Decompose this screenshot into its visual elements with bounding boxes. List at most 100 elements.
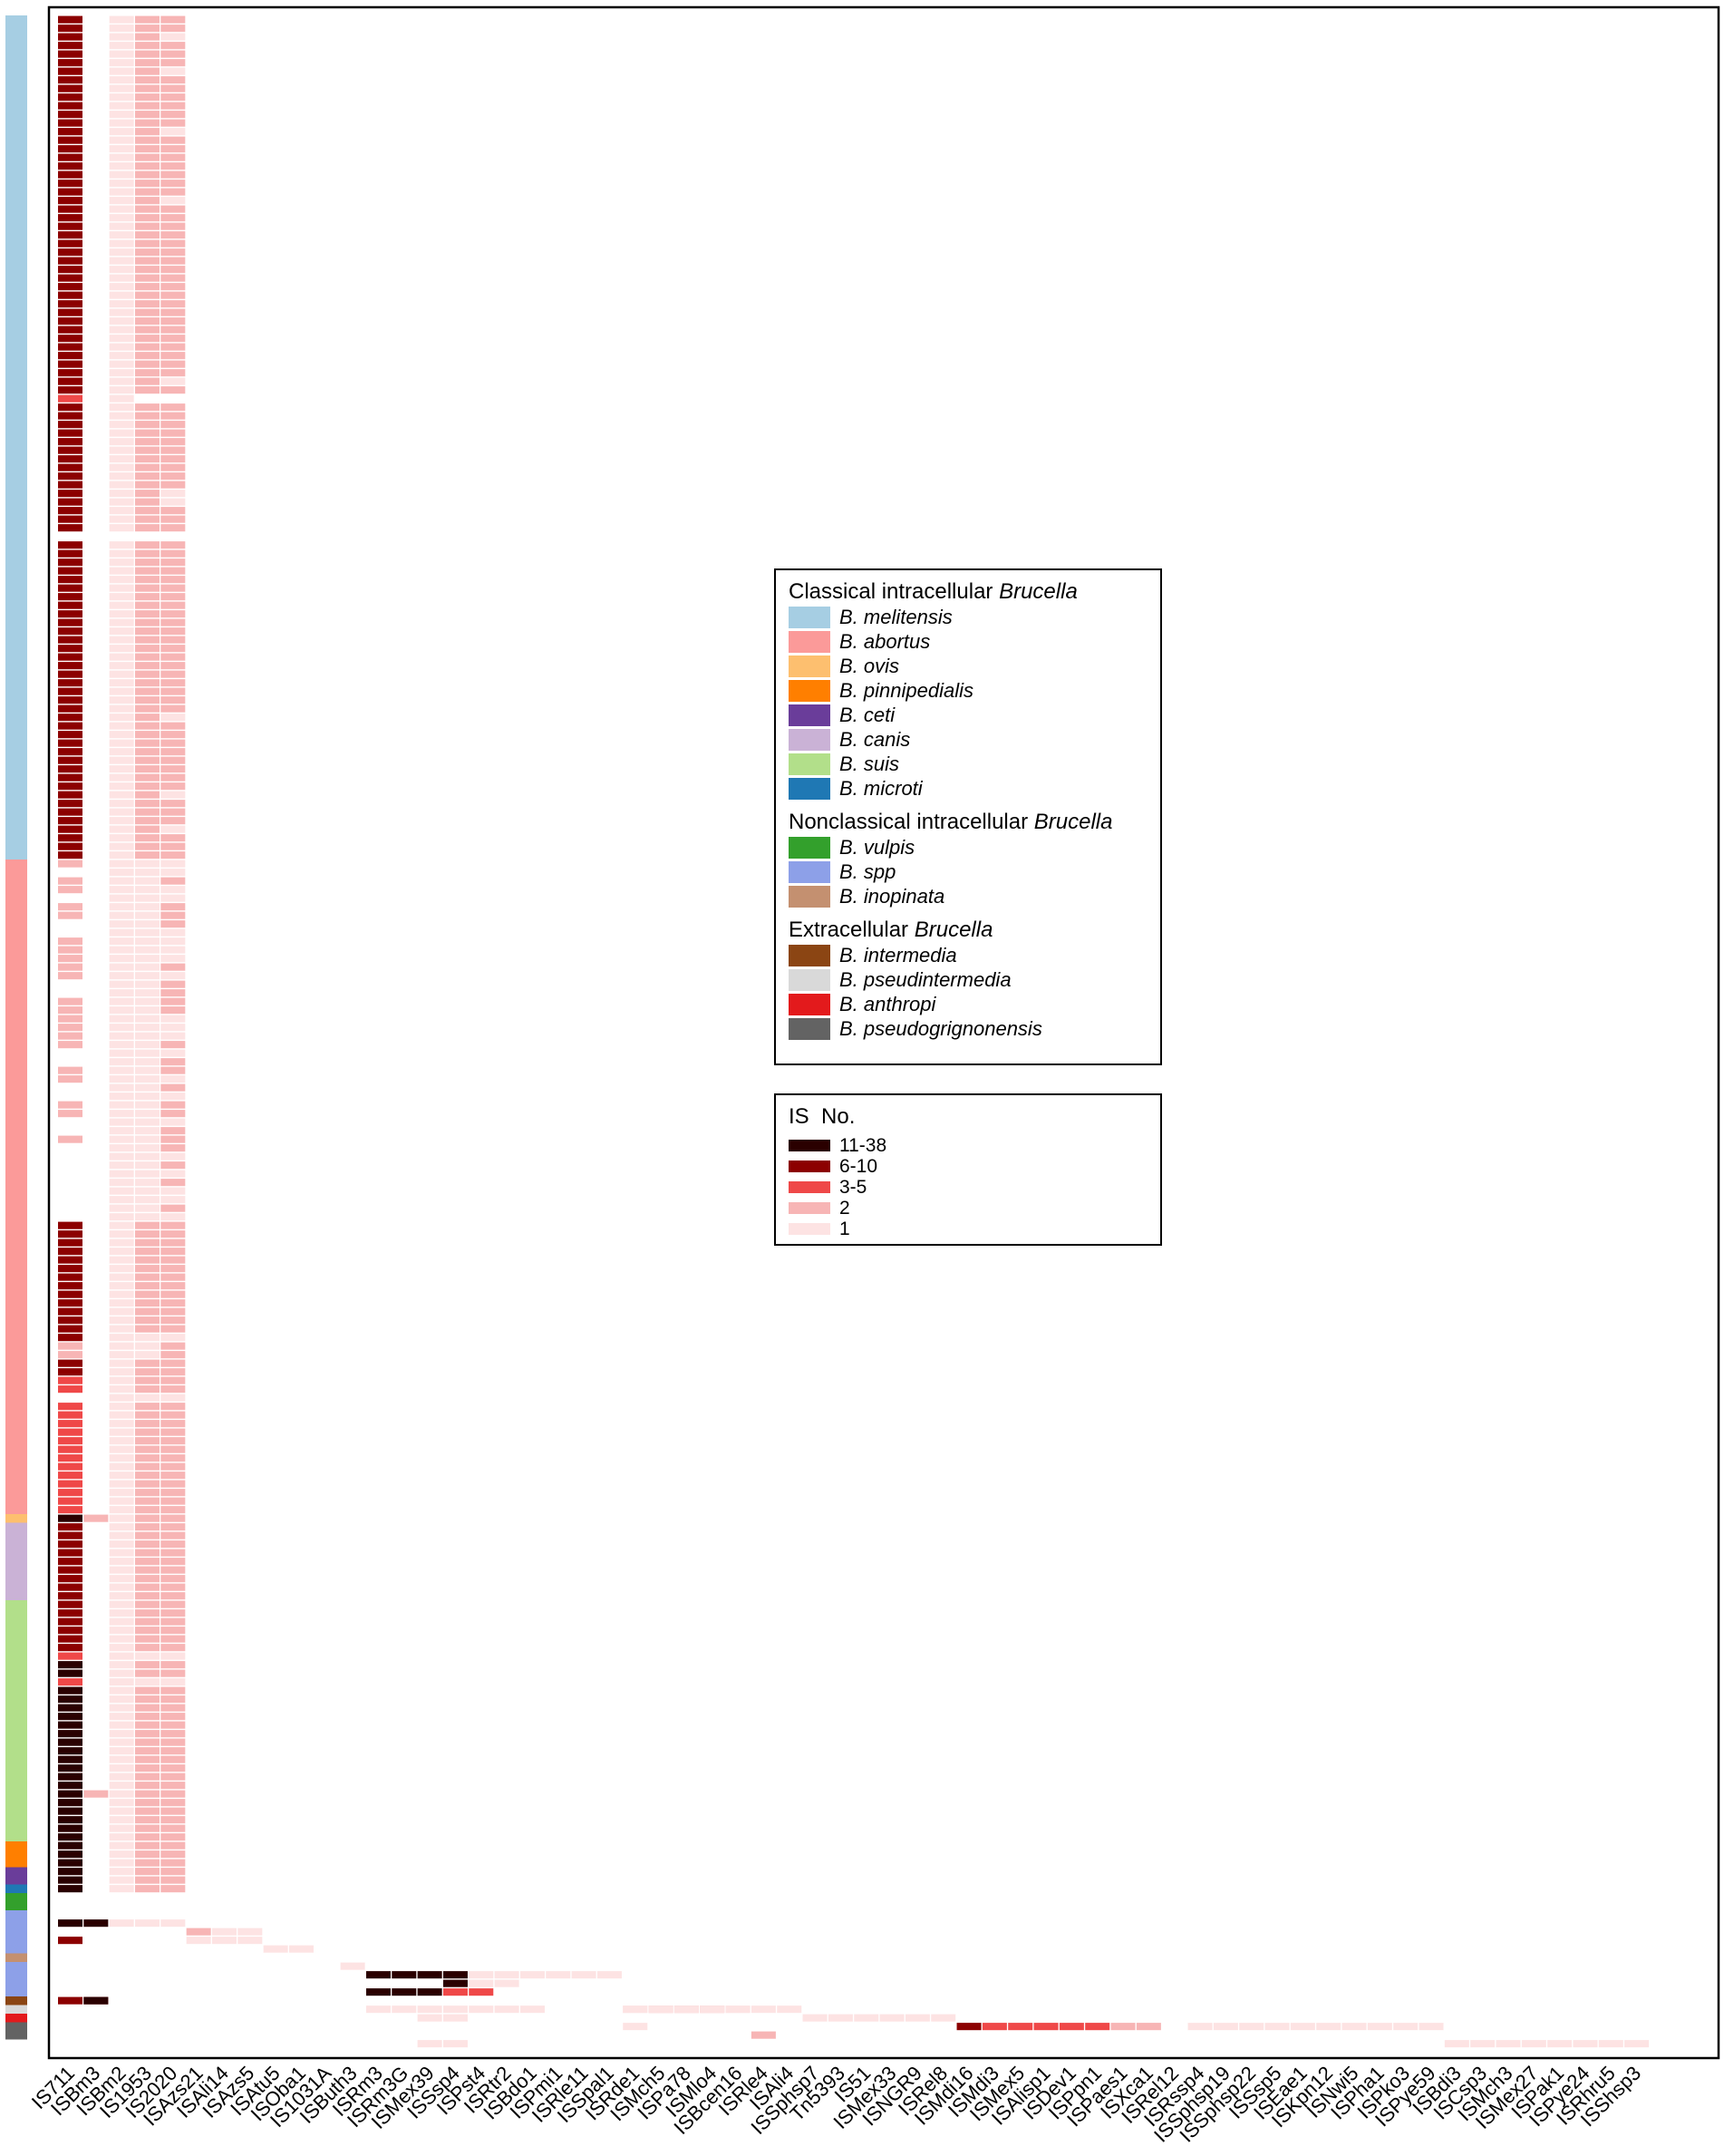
heatmap-cell: [160, 343, 186, 351]
heatmap-cell: [160, 1799, 186, 1807]
heatmap-cell: [109, 317, 134, 325]
heatmap-cell: [134, 1118, 160, 1126]
heatmap-cell: [134, 412, 160, 420]
heatmap-cell: [134, 1041, 160, 1049]
heatmap-cell: [58, 549, 82, 558]
heatmap-cell: [160, 507, 186, 515]
heatmap-cell: [109, 188, 134, 196]
heatmap-cell: [109, 1316, 134, 1325]
heatmap-cell: [956, 2023, 982, 2031]
species-bar-segment: [5, 1910, 27, 1954]
heatmap-cell: [109, 325, 134, 334]
heatmap-cell: [58, 1575, 82, 1583]
heatmap-cell: [58, 1454, 82, 1462]
heatmap-cell: [160, 748, 186, 756]
heatmap-cell: [134, 1841, 160, 1850]
heatmap-cell: [58, 1644, 82, 1652]
legend-label: B. suis: [839, 752, 900, 775]
legend-group-title-genus: Brucella: [999, 579, 1078, 604]
heatmap-cell: [58, 170, 82, 179]
heatmap-cell: [58, 1841, 82, 1850]
heatmap-cell: [58, 1385, 82, 1394]
heatmap-cell: [160, 180, 186, 188]
heatmap-cell: [160, 369, 186, 377]
heatmap-cell: [109, 1480, 134, 1488]
species-bar-segment: [5, 2005, 27, 2014]
heatmap-cell: [134, 1644, 160, 1652]
heatmap-cell: [160, 817, 186, 825]
heatmap-cell: [1419, 2023, 1444, 2031]
heatmap-cell: [109, 541, 134, 549]
heatmap-cell: [58, 317, 82, 325]
heatmap-cell: [1367, 2023, 1392, 2031]
heatmap-cell: [58, 670, 82, 678]
heatmap-cell: [58, 463, 82, 471]
heatmap-cell: [160, 1170, 186, 1178]
legend-label: B. canis: [839, 727, 911, 751]
heatmap-cell: [58, 76, 82, 84]
heatmap-cell: [160, 610, 186, 618]
heatmap-cell: [160, 765, 186, 773]
heatmap-cell: [109, 687, 134, 695]
heatmap-cell: [109, 1144, 134, 1152]
heatmap-cell: [134, 1627, 160, 1635]
heatmap-cell: [160, 842, 186, 850]
heatmap-cell: [442, 2040, 468, 2048]
heatmap-cell: [58, 731, 82, 739]
heatmap-cell: [134, 1093, 160, 1101]
heatmap-cell: [109, 403, 134, 412]
heatmap-cell: [109, 1730, 134, 1738]
species-legend: Classical intracellular Brucella B. melit…: [774, 568, 1162, 1065]
heatmap-cell: [160, 76, 186, 84]
heatmap-cell: [160, 1558, 186, 1566]
heatmap-cell: [58, 119, 82, 127]
heatmap-cell: [58, 1996, 82, 2005]
heatmap-cell: [109, 808, 134, 816]
heatmap-cell: [134, 1617, 160, 1626]
heatmap-cell: [134, 1428, 160, 1436]
legend-item: B. canis: [789, 727, 1160, 752]
heatmap-cell: [58, 197, 82, 205]
heatmap-cell: [1085, 2023, 1110, 2031]
heatmap-cell: [134, 205, 160, 213]
heatmap-cell: [134, 1799, 160, 1807]
heatmap-cell: [109, 825, 134, 833]
heatmap-cell: [160, 498, 186, 506]
heatmap-cell: [134, 180, 160, 188]
heatmap-cell: [109, 877, 134, 885]
heatmap-cell: [160, 463, 186, 471]
heatmap-cell: [134, 1635, 160, 1643]
heatmap-cell: [134, 248, 160, 257]
heatmap-cell: [58, 498, 82, 506]
legend-group-title-prefix: Nonclassical intracellular: [789, 810, 1034, 834]
heatmap-cell: [160, 1807, 186, 1815]
heatmap-cell: [160, 1041, 186, 1049]
heatmap-cell: [109, 963, 134, 971]
heatmap-cell: [160, 662, 186, 670]
heatmap-cell: [58, 403, 82, 412]
is-legend-label: 3-5: [839, 1176, 867, 1198]
heatmap-cell: [134, 15, 160, 24]
heatmap-cell: [109, 1015, 134, 1023]
heatmap-cell: [340, 1962, 365, 1970]
heatmap-cell: [58, 1376, 82, 1384]
heatmap-cell: [1136, 2023, 1161, 2031]
heatmap-cell: [648, 2005, 673, 2014]
heatmap-cell: [160, 257, 186, 265]
heatmap-cell: [109, 1307, 134, 1316]
heatmap-cell: [134, 231, 160, 239]
heatmap-cell: [134, 989, 160, 997]
heatmap-cell: [58, 1704, 82, 1712]
heatmap-cell: [58, 1437, 82, 1445]
heatmap-cell: [58, 33, 82, 41]
heatmap-cell: [109, 274, 134, 282]
heatmap-cell: [134, 584, 160, 592]
heatmap-cell: [160, 1290, 186, 1298]
heatmap-cell: [134, 1420, 160, 1428]
heatmap-cell: [134, 1807, 160, 1815]
heatmap-cell: [134, 369, 160, 377]
legend-group: Extracellular Brucella B. intermedia B. ps…: [789, 918, 1160, 1041]
heatmap-cell: [58, 455, 82, 463]
heatmap-cell: [160, 627, 186, 636]
heatmap-cell: [109, 463, 134, 471]
